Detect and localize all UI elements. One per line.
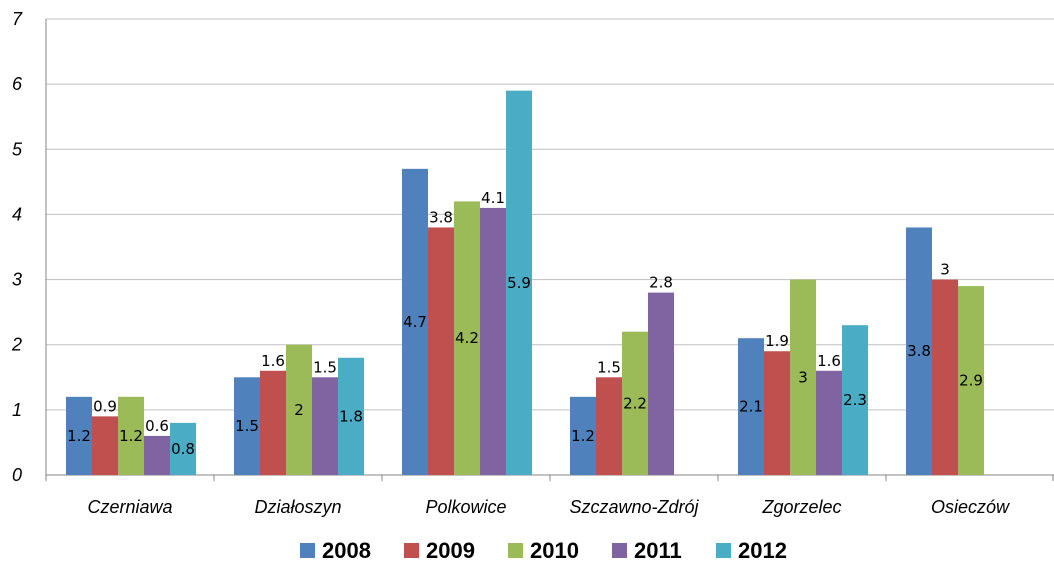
- legend-swatch-2011: [612, 543, 627, 558]
- y-tick-label: 2: [11, 335, 22, 355]
- legend-label-2008: 2008: [322, 538, 371, 563]
- bars: [66, 90, 984, 476]
- data-label: 3.8: [429, 208, 453, 226]
- data-label: 1.6: [261, 352, 285, 370]
- bar-2011-Działoszyn: [312, 377, 338, 475]
- data-label: 3: [940, 261, 950, 279]
- data-label: 2.8: [649, 274, 673, 292]
- legend-label-2009: 2009: [426, 538, 475, 563]
- data-label: 0.8: [171, 440, 195, 458]
- data-label: 4.1: [481, 189, 505, 207]
- gridlines: [46, 18, 1054, 476]
- y-tick-label: 7: [12, 9, 23, 29]
- data-label: 2.2: [623, 394, 647, 412]
- x-tick-label: Czerniawa: [87, 497, 172, 517]
- data-label: 2.9: [959, 372, 983, 390]
- bar-2010-Polkowice: [454, 201, 480, 475]
- legend-label-2012: 2012: [738, 538, 787, 563]
- data-label: 0.9: [93, 397, 117, 415]
- x-axis: Czerniawa Działoszyn Polkowice Szczawno-Zdr…: [45, 475, 1054, 517]
- y-tick-label: 3: [12, 270, 22, 290]
- data-label: 1.9: [765, 332, 789, 350]
- bar-2012-Zgorzelec: [842, 325, 868, 475]
- bar-2011-Czerniawa: [144, 435, 170, 475]
- bar-2010-Czerniawa: [118, 396, 144, 475]
- data-label: 1.6: [817, 352, 841, 370]
- legend-swatch-2008: [300, 543, 315, 558]
- bar-2012-Czerniawa: [170, 422, 196, 475]
- data-label: 1.2: [67, 427, 91, 445]
- bar-2009-Szczawno-Zdrój: [596, 377, 622, 475]
- bar-2012-Działoszyn: [338, 357, 364, 475]
- x-tick-label: Polkowice: [425, 497, 506, 517]
- bar-2012-Polkowice: [506, 90, 532, 476]
- data-label: 1.8: [339, 407, 363, 425]
- data-label: 2: [294, 401, 304, 419]
- data-label: 3: [798, 368, 808, 386]
- legend-swatch-2012: [716, 543, 731, 558]
- bar-2009-Działoszyn: [260, 370, 286, 475]
- data-label: 5.9: [507, 274, 531, 292]
- bar-2011-Polkowice: [480, 207, 506, 475]
- y-tick-label: 0: [12, 465, 22, 485]
- x-tick-label: Zgorzelec: [761, 497, 841, 517]
- bar-2009-Czerniawa: [92, 416, 118, 475]
- y-tick-label: 5: [12, 139, 23, 159]
- bar-2008-Działoszyn: [234, 377, 260, 475]
- bar-2011-Zgorzelec: [816, 370, 842, 475]
- bar-2010-Szczawno-Zdrój: [622, 331, 648, 475]
- data-label: 1.2: [571, 427, 595, 445]
- x-tick-label: Szczawno-Zdrój: [569, 497, 699, 517]
- bar-2009-Osieczów: [932, 279, 958, 475]
- legend-swatch-2009: [404, 543, 419, 558]
- data-label: 2.1: [739, 398, 763, 416]
- data-label: 0.6: [145, 417, 169, 435]
- legend-swatch-2010: [508, 543, 523, 558]
- legend-label-2011: 2011: [634, 538, 682, 563]
- bar-2009-Polkowice: [428, 227, 454, 475]
- y-tick-label: 1: [12, 400, 22, 420]
- bar-2010-Działoszyn: [286, 344, 312, 475]
- x-tick-label: Działoszyn: [254, 497, 341, 517]
- bar-2011-Szczawno-Zdrój: [648, 292, 674, 475]
- bar-2009-Zgorzelec: [764, 351, 790, 475]
- data-label: 2.3: [843, 391, 867, 409]
- data-label: 4.2: [455, 329, 479, 347]
- y-tick-label: 6: [12, 74, 23, 94]
- bar-2008-Zgorzelec: [738, 338, 764, 475]
- bar-2010-Osieczów: [958, 286, 984, 475]
- data-label: 1.5: [313, 358, 337, 376]
- bar-2008-Czerniawa: [66, 396, 92, 475]
- bar-2010-Zgorzelec: [790, 279, 816, 475]
- y-axis: 0 1 2 3 4 5 6 7: [11, 9, 47, 485]
- bar-2008-Polkowice: [402, 168, 428, 476]
- data-label: 4.7: [403, 313, 427, 331]
- data-labels: 1.20.91.20.60.81.51.621.51.84.73.84.24.1…: [67, 189, 983, 458]
- x-tick-label: Osieczów: [931, 497, 1010, 517]
- legend-label-2010: 2010: [530, 538, 579, 563]
- bar-2008-Osieczów: [906, 227, 932, 475]
- data-label: 1.5: [235, 417, 259, 435]
- y-tick-label: 4: [12, 204, 22, 224]
- data-label: 3.8: [907, 342, 931, 360]
- legend: 2008 2009 2010 2011 2012: [300, 538, 787, 563]
- data-label: 1.2: [119, 427, 143, 445]
- data-label: 1.5: [597, 358, 621, 376]
- bar-2008-Szczawno-Zdrój: [570, 396, 596, 475]
